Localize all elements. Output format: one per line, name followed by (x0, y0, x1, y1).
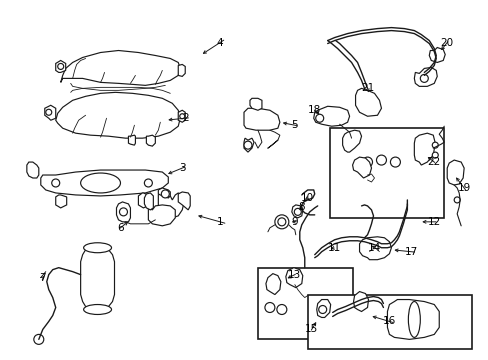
Polygon shape (265, 274, 280, 294)
Bar (329, 128, 443, 218)
Text: 11: 11 (327, 243, 341, 253)
Ellipse shape (144, 179, 152, 187)
Text: 7: 7 (40, 273, 46, 283)
Polygon shape (178, 192, 190, 210)
Polygon shape (178, 64, 185, 76)
Text: 21: 21 (360, 84, 373, 93)
Polygon shape (128, 135, 135, 145)
Ellipse shape (294, 208, 301, 215)
Text: 16: 16 (382, 316, 395, 327)
Polygon shape (353, 292, 368, 311)
Polygon shape (56, 60, 65, 72)
Polygon shape (428, 48, 444, 62)
Ellipse shape (431, 142, 437, 148)
Ellipse shape (81, 173, 120, 193)
Ellipse shape (83, 243, 111, 253)
Text: 15: 15 (305, 324, 318, 334)
Polygon shape (158, 192, 184, 218)
Text: 4: 4 (216, 37, 223, 48)
Polygon shape (45, 105, 56, 120)
Polygon shape (447, 160, 463, 185)
Text: 19: 19 (457, 183, 470, 193)
Polygon shape (81, 248, 114, 310)
Ellipse shape (407, 302, 420, 337)
Ellipse shape (274, 215, 288, 229)
Ellipse shape (362, 157, 372, 167)
Ellipse shape (389, 157, 400, 167)
Ellipse shape (83, 305, 111, 315)
Polygon shape (158, 188, 170, 198)
Ellipse shape (376, 155, 386, 165)
Polygon shape (144, 193, 153, 210)
Ellipse shape (161, 190, 169, 198)
Text: 22: 22 (427, 157, 440, 167)
Ellipse shape (34, 334, 44, 345)
Polygon shape (178, 110, 185, 122)
Polygon shape (146, 135, 155, 146)
Polygon shape (285, 268, 302, 288)
Polygon shape (138, 193, 150, 208)
Polygon shape (56, 92, 180, 138)
Ellipse shape (52, 179, 60, 187)
Text: 14: 14 (367, 243, 380, 253)
Polygon shape (148, 205, 175, 226)
Polygon shape (413, 133, 434, 165)
Text: 12: 12 (427, 217, 440, 227)
Ellipse shape (277, 218, 285, 226)
Text: 5: 5 (291, 120, 298, 130)
Polygon shape (61, 50, 180, 85)
Text: 8: 8 (298, 202, 305, 212)
Polygon shape (116, 202, 130, 222)
Polygon shape (413, 67, 436, 86)
Text: 18: 18 (307, 105, 321, 115)
Text: 9: 9 (291, 217, 298, 227)
Polygon shape (352, 157, 371, 178)
Text: 10: 10 (301, 193, 314, 203)
Polygon shape (313, 106, 349, 126)
Ellipse shape (46, 109, 52, 115)
Polygon shape (249, 98, 262, 110)
Ellipse shape (405, 182, 412, 190)
Polygon shape (401, 175, 421, 198)
Text: 2: 2 (182, 113, 188, 123)
Polygon shape (291, 205, 302, 218)
Ellipse shape (420, 75, 427, 82)
Bar (307, 294, 471, 349)
Polygon shape (342, 130, 361, 152)
Text: 6: 6 (117, 223, 123, 233)
Ellipse shape (318, 306, 326, 314)
Ellipse shape (315, 114, 323, 122)
Polygon shape (27, 162, 39, 178)
Text: 3: 3 (179, 163, 185, 173)
Ellipse shape (180, 114, 184, 119)
Ellipse shape (58, 63, 63, 69)
Ellipse shape (453, 197, 459, 203)
Text: 17: 17 (404, 247, 417, 257)
Polygon shape (56, 195, 66, 208)
Ellipse shape (244, 141, 251, 149)
Polygon shape (41, 170, 168, 196)
Ellipse shape (276, 305, 286, 315)
Ellipse shape (264, 302, 274, 312)
Polygon shape (414, 180, 427, 195)
Polygon shape (355, 88, 381, 116)
Polygon shape (244, 138, 253, 152)
Text: 1: 1 (216, 217, 223, 227)
Polygon shape (386, 300, 438, 339)
Bar (258, 268, 352, 339)
Polygon shape (244, 108, 279, 130)
Text: 13: 13 (287, 270, 301, 280)
Polygon shape (359, 237, 390, 260)
Ellipse shape (431, 152, 437, 158)
Polygon shape (316, 300, 330, 318)
Ellipse shape (119, 208, 127, 216)
Text: 20: 20 (440, 37, 453, 48)
